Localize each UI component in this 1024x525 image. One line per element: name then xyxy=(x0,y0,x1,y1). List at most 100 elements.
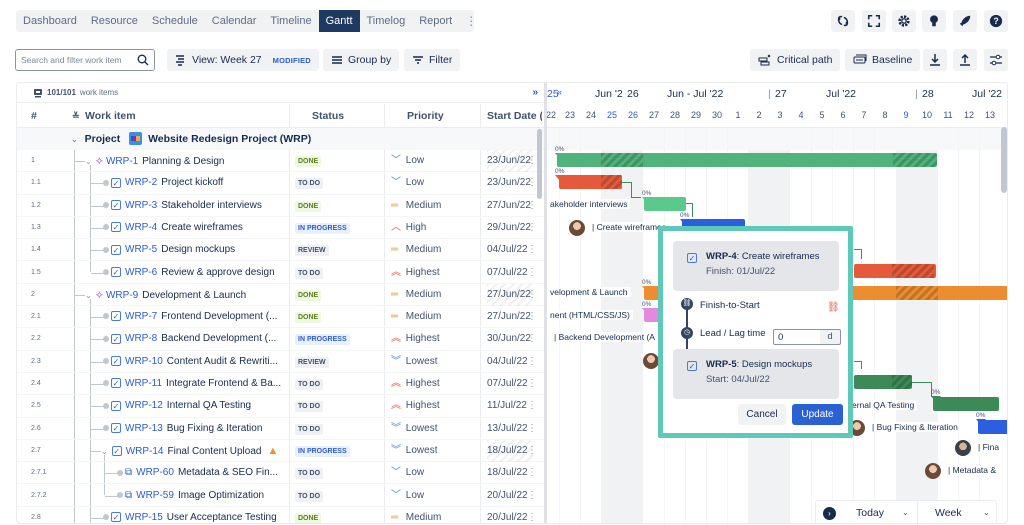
start-date[interactable]: 11/Jul/22 xyxy=(487,400,527,412)
dependency-link[interactable] xyxy=(686,203,693,217)
start-date[interactable]: 23/Jun/22 xyxy=(487,150,533,172)
table-row[interactable]: 2.7.1 ⧉ WRP-60 Metadata & SEO Fin... TO DO… xyxy=(17,462,544,485)
table-row[interactable]: 2 ⌄ ⟡ WRP-9 Development & Launch DONE ═ Med… xyxy=(17,283,544,307)
row-menu-icon[interactable]: ⋮ xyxy=(527,378,537,389)
priority[interactable]: ═ Medium xyxy=(391,284,441,306)
collapse-chevron-icon[interactable]: ⌄ xyxy=(85,290,92,300)
priority[interactable]: ﹀ Low xyxy=(391,172,424,194)
tab-timelog[interactable]: Timelog xyxy=(366,15,406,27)
tab-report[interactable]: Report xyxy=(419,15,453,27)
start-date[interactable]: 04/Jul/22 xyxy=(487,355,528,367)
status-badge[interactable]: DONE xyxy=(295,312,322,324)
row-menu-icon[interactable]: ⋮ xyxy=(527,177,537,189)
table-row[interactable]: 1.3 ✓ WRP-4 Create wireframes IN PROGRESS … xyxy=(17,217,544,240)
sliders-icon[interactable] xyxy=(984,49,1008,71)
table-row[interactable]: 1.2 ✓ WRP-3 Stakeholder interviews DONE ═ … xyxy=(17,195,544,217)
dependency-link[interactable] xyxy=(854,361,862,369)
assignee-avatar[interactable] xyxy=(849,420,865,436)
status-badge[interactable]: REVIEW xyxy=(295,356,329,368)
row-menu-icon[interactable]: ⋮ xyxy=(527,311,537,323)
col-priority[interactable]: Priority xyxy=(407,110,444,122)
refresh-icon[interactable] xyxy=(831,10,855,32)
update-button[interactable]: Update xyxy=(792,404,843,425)
start-date[interactable]: 23/Jun/22 xyxy=(487,177,531,189)
status-badge[interactable]: TO DO xyxy=(295,379,324,390)
row-menu-icon[interactable]: ⋮ xyxy=(527,266,537,278)
work-item-key[interactable]: WRP-12 xyxy=(125,400,163,412)
assignee-avatar[interactable] xyxy=(643,353,659,369)
table-row[interactable]: 2.7 ⌄ ✓ WRP-14 Final Content Upload ▲ IN PRO… xyxy=(17,439,544,463)
col-number[interactable]: # xyxy=(31,110,37,122)
rocket-icon[interactable] xyxy=(953,10,977,32)
today-dropdown[interactable]: Today ⌄ xyxy=(846,501,918,525)
tab-gantt[interactable]: Gantt xyxy=(318,10,360,32)
collapse-chevron-icon[interactable]: ⌄ xyxy=(71,135,78,144)
lag-time-input[interactable] xyxy=(773,329,821,345)
next-arrow-icon[interactable]: › xyxy=(823,507,836,520)
work-item-key[interactable]: WRP-14 xyxy=(125,445,164,457)
row-menu-icon[interactable]: ⋮ xyxy=(527,444,537,456)
table-row[interactable]: 2.8 ✓ WRP-15 User Acceptance Testing DONE … xyxy=(17,507,544,523)
dependency-link[interactable] xyxy=(622,182,632,198)
status-badge[interactable]: DONE xyxy=(295,156,322,167)
row-menu-icon[interactable]: ⋮ xyxy=(527,221,537,233)
download-icon[interactable] xyxy=(923,49,947,71)
work-item-key[interactable]: WRP-3 xyxy=(125,199,158,211)
start-date[interactable]: 18/Jul/22 xyxy=(487,467,528,479)
start-date[interactable]: 27/Jun/22 xyxy=(487,283,533,306)
row-menu-icon[interactable]: ⋮ xyxy=(527,244,537,256)
gantt-bar-wrp-12[interactable] xyxy=(933,397,999,411)
priority[interactable]: ︾ Lowest xyxy=(391,418,437,440)
link-type[interactable]: Finish-to-Start xyxy=(700,300,760,311)
status-badge[interactable]: IN PROGRESS xyxy=(295,334,350,346)
work-item-key[interactable]: WRP-59 xyxy=(136,489,174,501)
work-item-key[interactable]: WRP-15 xyxy=(125,511,163,523)
critical-path-button[interactable]: Critical path xyxy=(750,49,841,71)
row-menu-icon[interactable]: ⋮ xyxy=(527,489,537,501)
col-start-date[interactable]: Start Date ( xyxy=(487,110,542,122)
more-tabs-icon[interactable]: ⋮ xyxy=(465,14,478,28)
priority[interactable]: ︽ Highest xyxy=(391,328,440,350)
tab-calendar[interactable]: Calendar xyxy=(211,15,257,27)
work-item-key[interactable]: WRP-13 xyxy=(125,422,163,434)
status-badge[interactable]: IN PROGRESS xyxy=(295,222,350,234)
work-item-key[interactable]: WRP-2 xyxy=(125,177,158,189)
expand-columns-icon[interactable]: » xyxy=(532,87,538,98)
group-by-button[interactable]: Group by xyxy=(323,49,400,71)
gantt-bar-wrp-6[interactable] xyxy=(854,264,936,278)
status-badge[interactable]: DONE xyxy=(295,512,322,523)
start-date[interactable]: 27/Jun/22 xyxy=(487,311,531,323)
status-badge[interactable]: REVIEW xyxy=(295,245,329,257)
work-item-key[interactable]: WRP-7 xyxy=(125,311,158,323)
priority[interactable]: ︽ Highest xyxy=(391,373,440,395)
start-date[interactable]: 07/Jul/22 xyxy=(487,266,528,278)
priority[interactable]: ═ Medium xyxy=(391,507,441,523)
table-row[interactable]: 2.3 ✓ WRP-10 Content Audit & Rewriti... RE… xyxy=(17,351,544,373)
tab-dashboard[interactable]: Dashboard xyxy=(23,15,77,27)
priority[interactable]: ︽ Highest xyxy=(391,395,440,417)
scroll-left-icon[interactable]: « xyxy=(557,87,563,97)
col-status[interactable]: Status xyxy=(312,110,345,122)
gantt-bar-wrp-13[interactable] xyxy=(978,420,1007,434)
start-date[interactable]: 27/Jun/22 xyxy=(487,199,531,211)
collapse-chevron-icon[interactable]: ⌄ xyxy=(85,157,92,166)
assignee-avatar[interactable] xyxy=(569,220,585,236)
start-date[interactable]: 07/Jul/22 xyxy=(487,378,528,389)
work-item-key[interactable]: WRP-6 xyxy=(125,266,158,278)
grid-scrollbar[interactable] xyxy=(537,129,542,199)
row-menu-icon[interactable]: ⋮ xyxy=(527,467,537,479)
priority[interactable]: ﹀ Low xyxy=(391,150,424,172)
work-item-key[interactable]: WRP-11 xyxy=(125,378,163,389)
collapse-chevron-icon[interactable]: ⌄ xyxy=(101,446,108,456)
status-badge[interactable]: TO DO xyxy=(295,490,324,502)
priority[interactable]: ︽ Highest xyxy=(391,262,440,284)
col-work-item[interactable]: Work item xyxy=(85,110,136,122)
priority[interactable]: ︾ Lowest xyxy=(391,440,437,462)
work-item-key[interactable]: WRP-10 xyxy=(125,355,163,367)
gantt-bar-wrp-1[interactable] xyxy=(557,153,937,167)
table-row[interactable]: 2.2 ✓ WRP-8 Backend Development (... IN PR… xyxy=(17,328,544,351)
unlink-icon[interactable]: ⛓ xyxy=(827,302,840,313)
fullscreen-icon[interactable] xyxy=(862,10,886,32)
gantt-bar-wrp-2[interactable] xyxy=(559,175,622,189)
status-badge[interactable]: TO DO xyxy=(295,468,324,480)
